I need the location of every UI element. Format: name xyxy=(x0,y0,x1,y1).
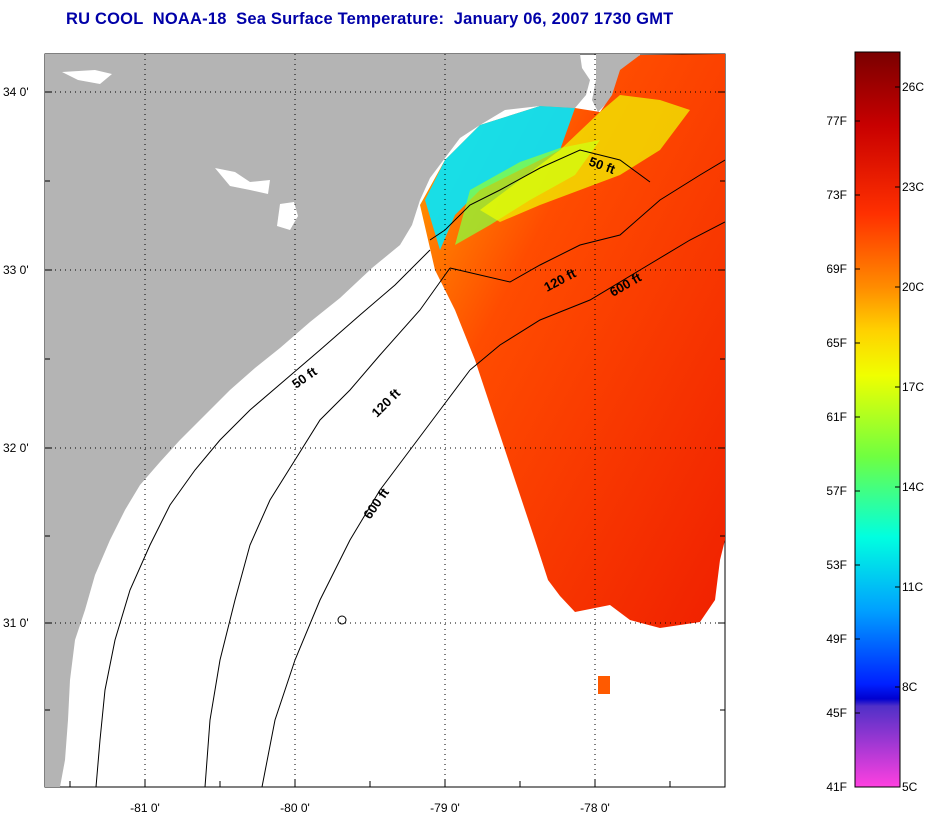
lon-label-81: -81 0' xyxy=(130,801,160,815)
contour-600ft-south xyxy=(261,369,471,787)
contour-50ft xyxy=(429,149,651,241)
sst-speck xyxy=(598,676,610,694)
lake xyxy=(277,202,298,230)
contour-120ft xyxy=(449,159,725,283)
lat-label-33: 33 0' xyxy=(3,263,29,277)
seamount-contour xyxy=(337,615,347,625)
contour-600ft xyxy=(469,221,725,371)
lat-label-31: 31 0' xyxy=(3,616,29,630)
colorbar-f-label: 49F xyxy=(826,632,847,646)
colorbar-c-label: 20C xyxy=(902,280,924,294)
contour-120ft-south xyxy=(204,267,451,787)
lon-label-79: -79 0' xyxy=(430,801,460,815)
lake xyxy=(215,168,270,194)
lake xyxy=(62,70,112,84)
colorbar-f-label: 41F xyxy=(826,780,847,794)
axis-ticks xyxy=(45,91,725,787)
colorbar-c-label: 14C xyxy=(902,480,924,494)
land-area xyxy=(45,54,590,787)
colorbar-ticks xyxy=(855,86,900,714)
sst-yellow-band xyxy=(480,95,690,222)
graticule xyxy=(45,54,725,787)
lon-label-78: -78 0' xyxy=(580,801,610,815)
lat-label-34: 34 0' xyxy=(3,85,29,99)
colorbar-f-label: 45F xyxy=(826,706,847,720)
colorbar-f-label: 65F xyxy=(826,336,847,350)
colorbar-c-label: 11C xyxy=(902,580,923,594)
colorbar xyxy=(854,51,901,788)
lat-label-32: 32 0' xyxy=(3,441,29,455)
colorbar-f-label: 69F xyxy=(826,262,847,276)
colorbar-c-label: 26C xyxy=(902,80,924,94)
map-title: RU COOL NOAA-18 Sea Surface Temperature:… xyxy=(66,10,674,28)
contour-50ft-south xyxy=(95,249,431,787)
depth-contours xyxy=(95,149,725,787)
colorbar-f-label: 77F xyxy=(826,114,847,128)
colorbar-f-label: 61F xyxy=(826,410,847,424)
colorbar-f-label: 57F xyxy=(826,484,847,498)
colorbar-f-label: 53F xyxy=(826,558,847,572)
colorbar-c-label: 17C xyxy=(902,380,924,394)
lon-label-80: -80 0' xyxy=(280,801,310,815)
colorbar-c-label: 5C xyxy=(902,780,918,794)
colorbar-f-label: 73F xyxy=(826,188,847,202)
colorbar-c-label: 8C xyxy=(902,680,918,694)
colorbar-c-label: 23C xyxy=(902,180,924,194)
